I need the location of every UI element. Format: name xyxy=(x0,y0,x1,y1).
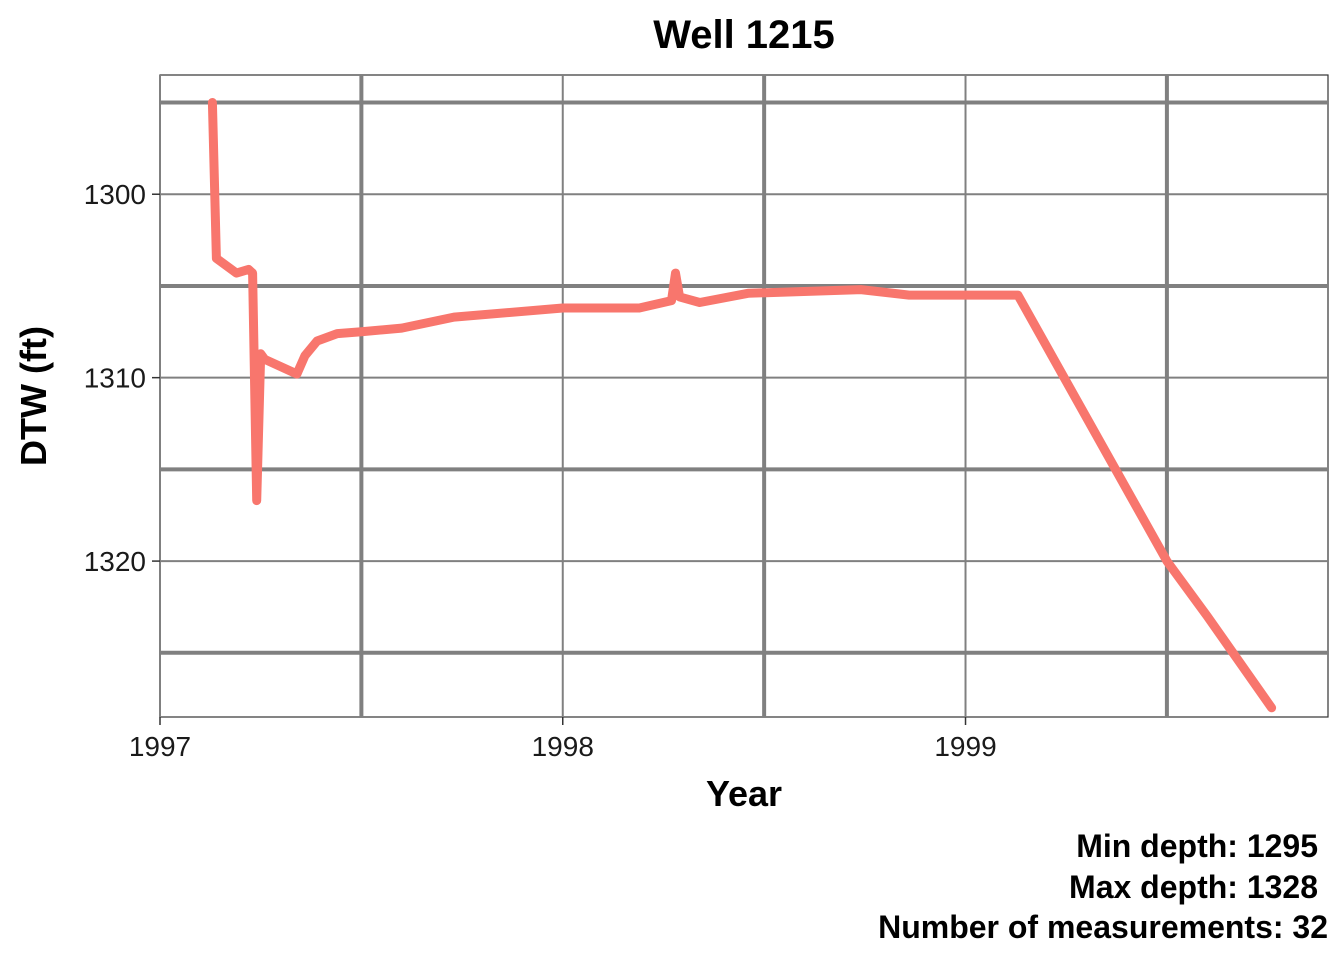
y-tick-label: 1310 xyxy=(84,363,146,394)
series-layer xyxy=(207,98,1277,713)
y-tick-label: 1300 xyxy=(84,179,146,210)
plot-area xyxy=(159,74,1329,718)
caption-max-depth: Max depth: 1328 xyxy=(1069,869,1318,905)
y-axis: 1300 1310 1320 xyxy=(84,179,160,577)
major-gridlines xyxy=(159,75,1328,717)
caption: Min depth: 1295 Max depth: 1328 Number o… xyxy=(878,828,1328,945)
chart-title: Well 1215 xyxy=(653,13,835,57)
series-line xyxy=(207,98,1277,713)
x-axis-title: Year xyxy=(706,773,782,814)
caption-measurement-count: Number of measurements: 32 xyxy=(878,909,1328,945)
plot-panel xyxy=(159,74,1329,718)
minor-gridlines xyxy=(160,75,1328,717)
x-tick-label: 1999 xyxy=(934,731,996,762)
x-axis: 1997 1998 1999 xyxy=(129,717,997,762)
x-tick-label: 1997 xyxy=(129,731,191,762)
y-tick-label: 1320 xyxy=(84,546,146,577)
caption-min-depth: Min depth: 1295 xyxy=(1076,828,1318,864)
y-axis-title: DTW (ft) xyxy=(13,326,54,466)
x-tick-label: 1998 xyxy=(532,731,594,762)
